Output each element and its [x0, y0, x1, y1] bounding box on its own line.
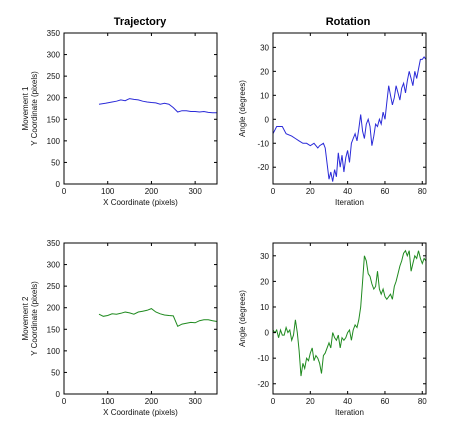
x-tick-label: 0	[271, 187, 276, 196]
x-tick-label: 80	[418, 397, 427, 406]
x-tick-label: 100	[101, 187, 115, 196]
series-line	[98, 98, 217, 114]
plot-frame	[272, 32, 427, 185]
y-tick-label: -20	[257, 163, 269, 172]
y-axis-label: Y Coordinate (pixels)	[30, 71, 39, 146]
chart-2: 0 20 40 60 80 -20 -10 0 10 20 30 Iteration Angle (de…	[238, 32, 427, 207]
y-tick-label: 0	[56, 180, 61, 189]
y-tick-label: 150	[47, 115, 61, 124]
x-tick-label: 300	[188, 187, 202, 196]
y-axis-label: Angle (degrees)	[238, 290, 247, 347]
chart-1: 0 100 200 300 0 50 100 150 200 250 300 350 X Coordin…	[21, 29, 218, 207]
x-tick-label: 0	[62, 397, 67, 406]
series-line	[98, 308, 218, 327]
column-title-trajectory: Trajectory	[114, 16, 167, 28]
y-tick-label: 30	[260, 43, 269, 52]
y-tick-label: 10	[260, 303, 269, 312]
x-tick-label: 80	[418, 187, 427, 196]
y-tick-label: 200	[47, 94, 61, 103]
x-tick-label: 300	[188, 397, 202, 406]
y-tick-label: 300	[47, 261, 61, 270]
x-tick-label: 60	[380, 187, 389, 196]
y-tick-label: 50	[51, 158, 60, 167]
x-axis-label: X Coordinate (pixels)	[103, 408, 178, 417]
y-tick-label: 20	[260, 67, 269, 76]
x-axis-label: X Coordinate (pixels)	[103, 198, 178, 207]
x-tick-label: 200	[145, 187, 159, 196]
y-tick-label: 0	[265, 329, 270, 338]
plot-frame	[63, 242, 218, 395]
y-axis-label: Movement 2	[21, 296, 30, 341]
y-tick-label: 100	[47, 137, 61, 146]
x-tick-label: 200	[145, 397, 159, 406]
y-tick-label: 100	[47, 347, 61, 356]
x-axis-label: Iteration	[335, 198, 364, 207]
y-tick-label: 300	[47, 51, 61, 60]
y-axis-label: Y Coordinate (pixels)	[30, 281, 39, 356]
x-tick-label: 40	[343, 187, 352, 196]
y-tick-label: 50	[51, 368, 60, 377]
series-line	[272, 56, 427, 182]
x-tick-label: 20	[306, 397, 315, 406]
x-tick-label: 40	[343, 397, 352, 406]
y-tick-label: 0	[265, 115, 270, 124]
y-tick-label: 200	[47, 304, 61, 313]
y-tick-label: -10	[257, 354, 269, 363]
x-axis-label: Iteration	[335, 408, 364, 417]
plot-frame	[63, 32, 218, 185]
y-tick-label: 350	[47, 239, 61, 248]
y-axis-label: Movement 1	[21, 86, 30, 131]
y-tick-label: 30	[260, 252, 269, 261]
y-tick-label: 250	[47, 282, 61, 291]
chart-3: 0 100 200 300 0 50 100 150 200 250 300 350 X Coordin…	[21, 239, 218, 417]
column-title-rotation: Rotation	[326, 16, 371, 28]
x-tick-label: 100	[101, 397, 115, 406]
y-tick-label: 20	[260, 277, 269, 286]
y-tick-label: 0	[56, 390, 61, 399]
y-axis-label: Angle (degrees)	[238, 80, 247, 137]
series-line	[272, 249, 427, 377]
x-tick-label: 60	[380, 397, 389, 406]
plot-frame	[272, 242, 427, 395]
y-tick-label: 250	[47, 72, 61, 81]
y-tick-label: 150	[47, 325, 61, 334]
x-tick-label: 0	[62, 187, 67, 196]
x-tick-label: 0	[271, 397, 276, 406]
y-tick-label: 10	[260, 91, 269, 100]
y-tick-label: -20	[257, 380, 269, 389]
x-tick-label: 20	[306, 187, 315, 196]
chart-4: 0 20 40 60 80 -20 -10 0 10 20 30 Iteration Angle (de…	[238, 242, 427, 417]
y-tick-label: -10	[257, 139, 269, 148]
y-tick-label: 350	[47, 29, 61, 38]
